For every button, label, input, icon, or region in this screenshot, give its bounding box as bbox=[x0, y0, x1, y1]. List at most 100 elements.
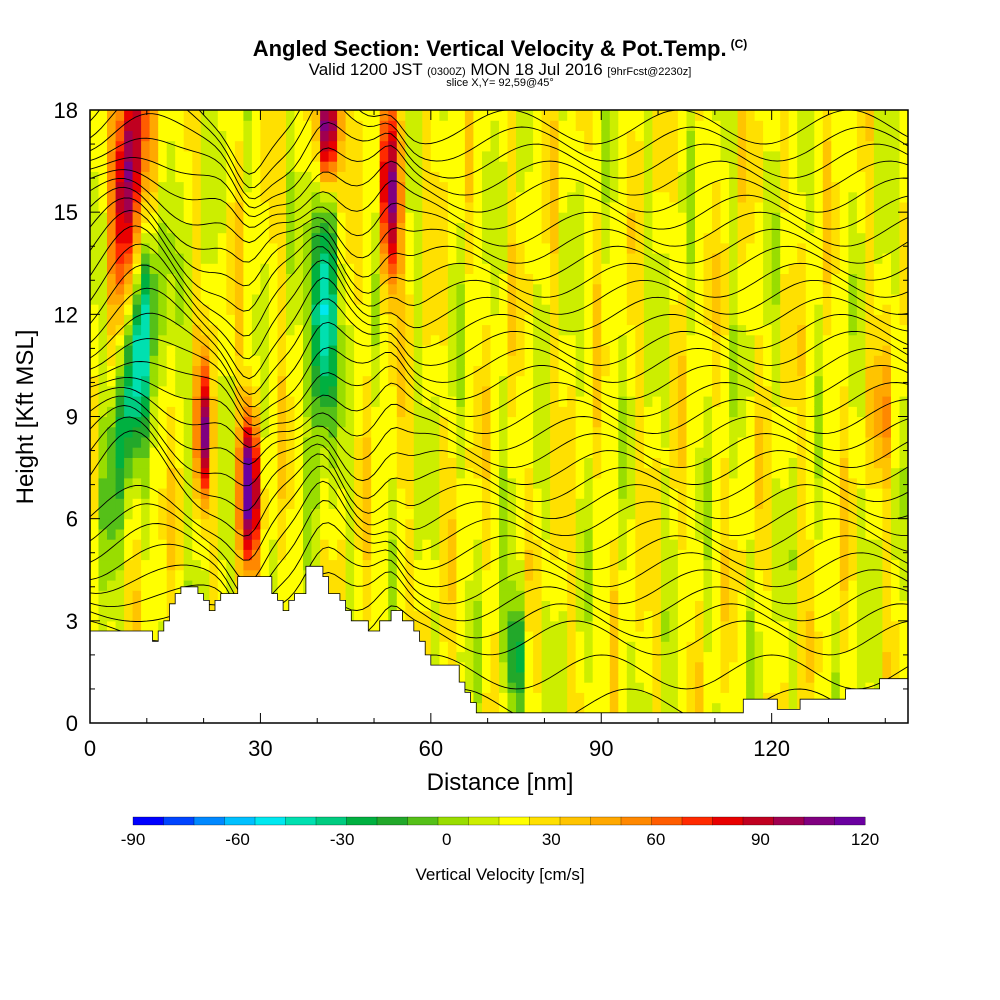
field-cell bbox=[371, 253, 381, 264]
field-cell bbox=[294, 559, 304, 571]
field-cell bbox=[456, 498, 466, 509]
field-cell bbox=[115, 242, 125, 254]
field-cell bbox=[635, 263, 645, 274]
field-cell bbox=[226, 212, 236, 223]
field-cell bbox=[780, 232, 790, 244]
field-cell bbox=[737, 518, 747, 530]
field-cell bbox=[234, 355, 244, 366]
field-cell bbox=[507, 365, 517, 377]
field-cell bbox=[430, 201, 440, 213]
field-cell bbox=[643, 283, 653, 295]
field-cell bbox=[541, 232, 551, 244]
field-cell bbox=[720, 140, 730, 152]
field-cell bbox=[746, 488, 756, 499]
field-cell bbox=[720, 518, 730, 530]
field-cell bbox=[311, 222, 321, 234]
field-cell bbox=[507, 120, 517, 131]
field-cell bbox=[362, 181, 372, 193]
field-cell bbox=[686, 365, 696, 377]
field-cell bbox=[303, 508, 313, 520]
field-cell bbox=[277, 355, 287, 366]
field-cell bbox=[175, 488, 185, 499]
field-cell bbox=[729, 222, 739, 234]
field-cell bbox=[243, 110, 253, 121]
field-cell bbox=[754, 253, 764, 264]
field-cell bbox=[516, 283, 526, 295]
field-cell bbox=[737, 426, 747, 438]
field-cell bbox=[447, 580, 457, 591]
field-cell bbox=[192, 304, 202, 315]
field-cell bbox=[677, 539, 687, 550]
field-cell bbox=[328, 242, 338, 254]
field-cell bbox=[192, 447, 202, 458]
field-cell bbox=[175, 518, 185, 530]
field-cell bbox=[558, 416, 568, 428]
field-cell bbox=[592, 528, 602, 540]
field-cell bbox=[567, 273, 577, 285]
field-cell bbox=[464, 488, 474, 499]
field-cell bbox=[251, 293, 261, 305]
field-cell bbox=[643, 549, 653, 561]
field-cell bbox=[192, 161, 202, 172]
field-cell bbox=[430, 426, 440, 438]
field-cell bbox=[482, 375, 492, 387]
field-cell bbox=[490, 447, 500, 458]
field-cell bbox=[362, 549, 372, 561]
field-cell bbox=[712, 253, 722, 264]
field-cell bbox=[217, 110, 227, 121]
field-cell bbox=[550, 375, 560, 387]
field-cell bbox=[763, 488, 773, 499]
field-cell bbox=[490, 631, 500, 642]
field-cell bbox=[303, 130, 313, 142]
field-cell bbox=[601, 232, 611, 244]
field-cell bbox=[618, 242, 628, 254]
field-cell bbox=[695, 110, 705, 121]
field-cell bbox=[175, 324, 185, 336]
field-cell bbox=[567, 539, 577, 550]
field-cell bbox=[473, 242, 483, 254]
field-cell bbox=[430, 631, 440, 642]
field-cell bbox=[439, 447, 449, 458]
field-cell bbox=[482, 467, 492, 479]
field-cell bbox=[771, 488, 781, 499]
field-cell bbox=[763, 498, 773, 509]
field-cell bbox=[362, 590, 372, 601]
field-cell bbox=[575, 488, 585, 499]
field-cell bbox=[660, 263, 670, 274]
field-cell bbox=[754, 590, 764, 601]
field-cell bbox=[141, 110, 151, 121]
field-cell bbox=[635, 539, 645, 550]
field-cell bbox=[533, 201, 543, 213]
field-cell bbox=[388, 110, 398, 121]
field-cell bbox=[703, 559, 713, 571]
field-cell bbox=[499, 171, 509, 183]
field-cell bbox=[209, 477, 219, 489]
field-cell bbox=[396, 375, 406, 387]
field-cell bbox=[686, 263, 696, 274]
field-cell bbox=[652, 345, 662, 356]
field-cell bbox=[584, 498, 594, 509]
field-cell bbox=[396, 580, 406, 591]
forecast-text: [9hrFcst@2230z] bbox=[607, 66, 692, 78]
field-cell bbox=[780, 355, 790, 366]
field-cell bbox=[260, 498, 270, 509]
field-cell bbox=[575, 253, 585, 264]
field-cell bbox=[567, 426, 577, 438]
field-cell bbox=[507, 181, 517, 193]
field-cell bbox=[328, 498, 338, 509]
field-cell bbox=[141, 283, 151, 295]
field-cell bbox=[712, 457, 722, 469]
field-cell bbox=[141, 253, 151, 264]
field-cell bbox=[533, 212, 543, 223]
field-cell bbox=[575, 396, 585, 407]
field-cell bbox=[499, 580, 509, 591]
field-cell bbox=[209, 161, 219, 172]
field-cell bbox=[277, 181, 287, 193]
field-cell bbox=[754, 385, 764, 397]
field-cell bbox=[584, 426, 594, 438]
field-cell bbox=[107, 293, 117, 305]
field-cell bbox=[703, 365, 713, 377]
field-cell bbox=[192, 110, 202, 121]
field-cell bbox=[405, 273, 415, 285]
field-cell bbox=[243, 498, 253, 509]
